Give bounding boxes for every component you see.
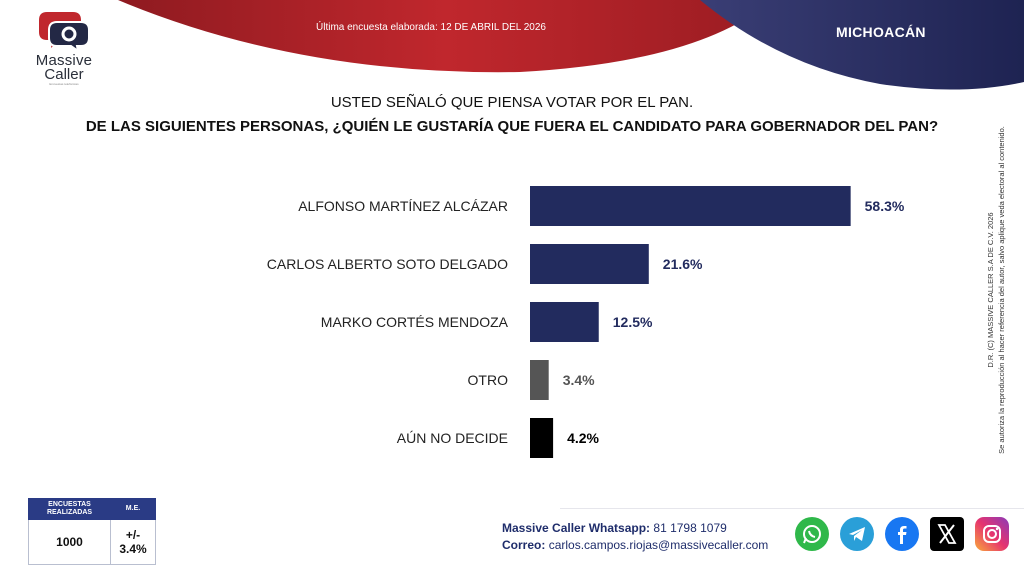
brand-tagline: Encuestas telefónicas <box>49 82 79 86</box>
email-address[interactable]: carlos.campos.riojas@massivecaller.com <box>548 538 769 552</box>
category-label: AÚN NO DECIDE <box>397 430 508 446</box>
value-label: 12.5% <box>613 314 653 330</box>
region-title: MICHOACÁN <box>836 24 926 40</box>
red-header-band <box>118 0 772 73</box>
social-links <box>795 517 1009 553</box>
whatsapp-number[interactable]: 81 1798 1079 <box>653 521 727 535</box>
surveys-value: 1000 <box>28 519 111 565</box>
bar <box>530 244 649 284</box>
copyright-line1: D.R. (C) MASSIVE CALLER S.A DE C.V. 2026 <box>986 212 995 368</box>
bar <box>530 186 851 226</box>
whatsapp-icon[interactable] <box>795 517 829 551</box>
brand-name-line2: Caller <box>44 66 84 83</box>
whatsapp-label: Massive Caller Whatsapp: <box>502 521 651 535</box>
margin-value: +/- 3.4% <box>110 519 156 565</box>
margin-header: M.E. <box>110 498 156 520</box>
value-label: 4.2% <box>567 430 599 446</box>
instagram-icon[interactable] <box>975 517 1009 551</box>
question-line2: DE LAS SIGUIENTES PERSONAS, ¿QUIÉN LE GU… <box>85 118 939 135</box>
category-label: MARKO CORTÉS MENDOZA <box>321 314 509 330</box>
email-label: Correo: <box>502 538 546 552</box>
bar-chart: ALFONSO MARTÍNEZ ALCÁZAR 58.3% CARLOS ALBE… <box>267 186 905 458</box>
bar <box>530 302 599 342</box>
value-label: 58.3% <box>865 198 905 214</box>
logo-mark-icon <box>39 12 90 52</box>
bar <box>530 418 554 458</box>
copyright-line2: Se autoriza la reproducción al hacer ref… <box>997 126 1006 454</box>
x-icon[interactable] <box>930 517 964 551</box>
category-label: OTRO <box>468 372 509 388</box>
telegram-icon[interactable] <box>840 517 874 551</box>
brand-name-line1: Massive <box>35 52 93 69</box>
bar <box>530 360 549 400</box>
massive-caller-logo: Massive Caller Encuestas telefónicas <box>18 10 110 90</box>
navy-header-band <box>700 0 1024 90</box>
category-label: CARLOS ALBERTO SOTO DELGADO <box>267 256 508 272</box>
value-label: 3.4% <box>563 372 595 388</box>
poll-stats-table: ENCUESTAS REALIZADAS M.E. 1000 +/- 3.4% <box>28 498 156 565</box>
footer-divider <box>560 508 1024 509</box>
copyright-note: D.R. (C) MASSIVE CALLER S.A DE C.V. 2026… <box>985 110 1017 470</box>
last-poll-date: Última encuesta elaborada: 12 DE ABRIL D… <box>316 22 546 33</box>
category-label: ALFONSO MARTÍNEZ ALCÁZAR <box>298 198 508 214</box>
surveys-header: ENCUESTAS REALIZADAS <box>28 498 111 520</box>
value-label: 21.6% <box>663 256 703 272</box>
question-line1: USTED SEÑALÓ QUE PIENSA VOTAR POR EL PAN… <box>330 94 694 111</box>
contact-info: Massive Caller Whatsapp: 81 1798 1079 Co… <box>502 520 768 554</box>
facebook-icon[interactable] <box>885 517 919 551</box>
